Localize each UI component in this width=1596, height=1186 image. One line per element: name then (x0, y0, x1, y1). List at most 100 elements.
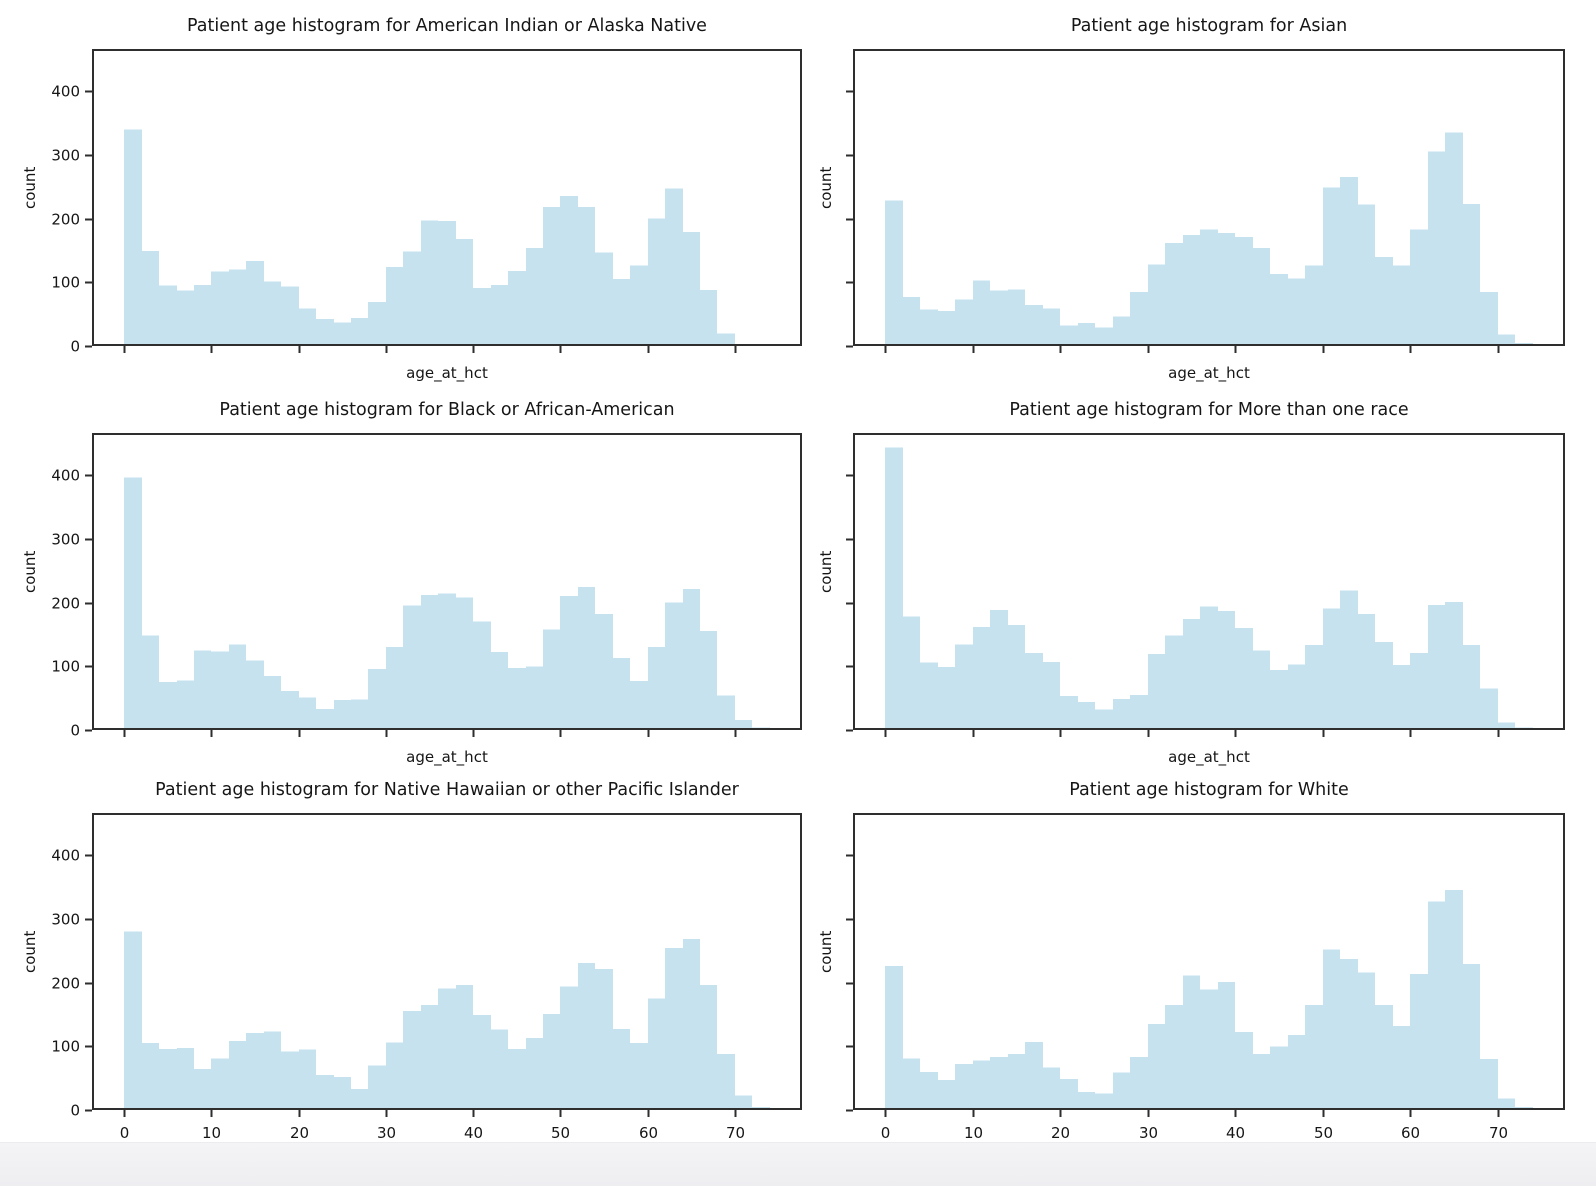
histogram-plot: 0 10 20 30 40 50 60 70 (846, 813, 1565, 1142)
histogram-bar (211, 1058, 229, 1110)
histogram-bar (386, 266, 403, 346)
histogram-bar (1200, 989, 1218, 1110)
histogram-bar (351, 1088, 368, 1110)
y-tick-label: 300 (51, 531, 80, 549)
histogram-bar (990, 610, 1008, 730)
histogram-bar (1043, 308, 1060, 346)
histogram-bar (491, 284, 508, 346)
histogram-bar (1078, 323, 1095, 346)
histogram-bar (1183, 975, 1200, 1110)
histogram-bar (1235, 1032, 1253, 1110)
histogram-bar (1200, 606, 1218, 730)
histogram-bar (903, 616, 920, 730)
subplot-title: Patient age histogram for Asian (1070, 16, 1348, 36)
histogram-bar (1095, 709, 1113, 730)
histogram-bar (1218, 981, 1235, 1110)
histogram-bar (1270, 1046, 1288, 1110)
plot-spines (853, 813, 1565, 1110)
histogram-bar (368, 1065, 386, 1110)
histogram-bar (124, 931, 142, 1110)
histogram-bar (316, 708, 334, 730)
histogram-bar (885, 200, 903, 346)
histogram-bar (543, 207, 560, 346)
histogram-bar (1463, 964, 1480, 1110)
x-tick-label: 60 (639, 1124, 658, 1142)
x-tick-label: 70 (726, 1124, 745, 1142)
histogram-bar (281, 1051, 299, 1110)
histogram-bar (1323, 949, 1340, 1110)
histogram-bar (595, 969, 613, 1110)
histogram-bar (1358, 614, 1375, 730)
histogram-bar (281, 286, 299, 346)
histogram-bar (1288, 278, 1305, 346)
x-axis-label: age_at_hct (1168, 364, 1250, 382)
y-tick-label: 100 (51, 274, 80, 292)
histogram-bar (613, 657, 630, 730)
histogram-bar (955, 299, 973, 346)
histogram-bar (1305, 645, 1323, 730)
x-axis-label: age_at_hct (406, 364, 488, 382)
plot-spines (853, 49, 1565, 346)
subplot-title: Patient age histogram for Native Hawaiia… (155, 780, 739, 800)
histogram-bar (630, 1043, 648, 1110)
histogram-bar (973, 626, 990, 730)
x-tick-label: 10 (202, 1124, 221, 1142)
histogram-bars (124, 129, 735, 346)
histogram-bar (1060, 325, 1078, 346)
histogram-bar (630, 265, 648, 346)
histogram-bar (1498, 1098, 1515, 1110)
histogram-bar (456, 597, 473, 730)
histogram-bar (1008, 1053, 1025, 1110)
histogram-bar (1410, 974, 1428, 1110)
histogram-bars (885, 132, 1533, 346)
histogram-bar (403, 251, 421, 346)
histogram-bar (246, 660, 264, 730)
histogram-bar (438, 593, 456, 730)
histogram-bar (1480, 1059, 1498, 1110)
histogram-bar (1218, 610, 1235, 730)
subplot-black-or-african-american: Patient age histogram for Black or Afric… (21, 400, 802, 766)
histogram-bar (211, 271, 229, 346)
histogram-bar (1270, 670, 1288, 730)
histogram-bar (211, 651, 229, 730)
histogram-bar (1148, 654, 1165, 730)
histogram-bar (578, 207, 595, 346)
histogram-bars (885, 447, 1533, 730)
histogram-bar (264, 1031, 281, 1110)
histogram-bar (955, 1064, 973, 1110)
plot-spines (853, 433, 1565, 730)
histogram-bar (1480, 688, 1498, 730)
histogram-bar (264, 675, 281, 730)
histogram-bar (1270, 273, 1288, 346)
subplot-title: Patient age histogram for American India… (187, 16, 707, 36)
y-tick-label: 200 (51, 975, 80, 993)
histogram-bar (386, 1042, 403, 1110)
histogram-bar (1113, 316, 1130, 346)
histogram-bar (473, 621, 491, 730)
histogram-bar (473, 288, 491, 346)
plot-spines (92, 49, 802, 346)
histogram-plot (846, 49, 1565, 353)
histogram-bar (264, 281, 281, 346)
histogram-bar (1130, 1057, 1148, 1110)
y-tick-label: 400 (51, 847, 80, 865)
x-axis-label: age_at_hct (1168, 748, 1250, 766)
histogram-bar (717, 1053, 735, 1110)
histogram-bar (1305, 265, 1323, 346)
histogram-bar (177, 290, 194, 346)
histogram-bar (665, 602, 683, 730)
y-tick-label: 400 (51, 83, 80, 101)
tick-labels: 0 100 200 300 400 (51, 467, 80, 740)
histogram-bar (491, 1029, 508, 1110)
histogram-bar (1305, 1004, 1323, 1110)
histogram-bar (560, 596, 578, 730)
histogram-bars (124, 477, 770, 730)
histogram-bar (885, 447, 903, 730)
histogram-bar (1165, 1004, 1183, 1110)
histogram-plot: 0 100 200 300 400 (51, 49, 802, 356)
histogram-bar (1375, 642, 1393, 730)
axis-ticks (85, 90, 737, 353)
histogram-bar (1375, 1004, 1393, 1110)
y-tick-label: 0 (70, 338, 80, 356)
histogram-bar (595, 614, 613, 730)
